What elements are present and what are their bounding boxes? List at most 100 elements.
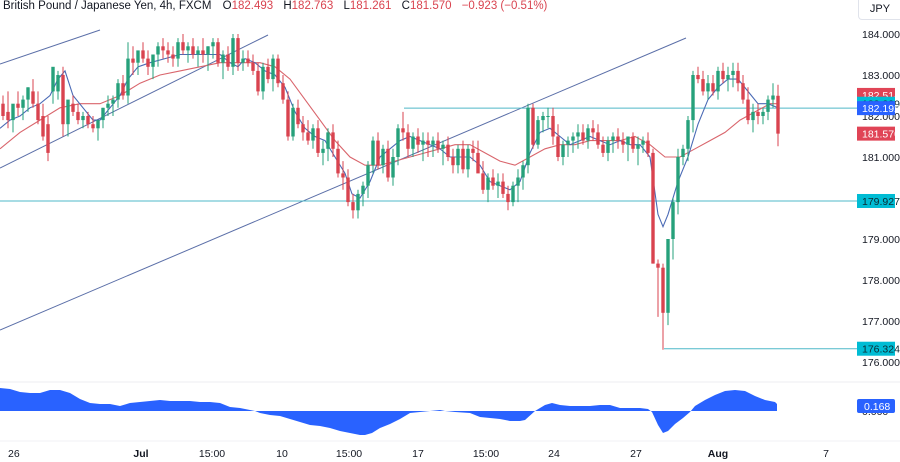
candle-body — [566, 140, 570, 145]
price-tag-label: 179.927 — [862, 196, 900, 208]
candle-body — [301, 124, 305, 133]
candle-body — [541, 116, 545, 121]
candle-body — [571, 136, 575, 141]
candle-body — [56, 75, 60, 92]
candle-body — [461, 148, 465, 170]
candle-body — [391, 157, 395, 178]
time-tick: 26 — [8, 448, 20, 460]
candle-body — [666, 239, 670, 313]
candle-body — [656, 263, 660, 268]
candle-body — [46, 124, 50, 153]
candle-body — [296, 107, 300, 125]
candle-body — [366, 165, 370, 186]
price-tags: 182.514182.299182.192181.570179.927176.3… — [857, 87, 900, 413]
oscillator-pane — [0, 388, 777, 435]
candle-body — [86, 116, 90, 125]
candle-body — [721, 70, 725, 80]
candle-body — [451, 157, 455, 166]
candle-body — [456, 148, 460, 166]
candle-body — [346, 177, 350, 203]
candle-body — [731, 70, 735, 75]
high-value: 182.763 — [291, 0, 334, 12]
close-value: 181.570 — [409, 0, 452, 12]
candle-body — [436, 140, 440, 149]
candle-body — [111, 99, 115, 104]
candle-body — [171, 54, 175, 59]
candle-body — [591, 128, 595, 133]
candle-body — [331, 132, 335, 149]
candle-body — [91, 124, 95, 129]
candle-body — [1, 103, 5, 116]
candle-body — [6, 111, 10, 121]
candle-body — [551, 116, 555, 137]
candle-body — [426, 140, 430, 145]
price-tick: 183.000 — [862, 70, 900, 82]
currency-button[interactable]: JPY — [858, 0, 900, 20]
time-tick: Aug — [708, 448, 728, 460]
oscillator-tag-label: 0.168 — [864, 401, 890, 413]
candle-body — [316, 128, 320, 153]
candle-body — [561, 144, 565, 157]
candle-body — [556, 136, 560, 157]
candle-body — [686, 120, 690, 149]
candle-body — [471, 148, 475, 153]
candle-body — [291, 107, 295, 137]
candle-body — [76, 111, 80, 121]
candle-body — [776, 95, 780, 134]
candle-body — [16, 103, 20, 108]
candle-body — [386, 148, 390, 178]
price-tick: 176.000 — [862, 357, 900, 369]
candle-body — [106, 103, 110, 108]
candle-body — [581, 132, 585, 141]
candle-body — [241, 58, 245, 63]
candle-body — [281, 83, 285, 100]
candle-body — [21, 99, 25, 108]
price-tick: 177.000 — [862, 316, 900, 328]
candle-body — [336, 148, 340, 174]
price-tick: 184.000 — [862, 29, 900, 41]
candle-body — [491, 177, 495, 186]
candle-body — [216, 42, 220, 63]
candle-body — [81, 116, 85, 121]
candle-body — [271, 58, 275, 80]
candle-body — [511, 185, 515, 203]
candle-body — [661, 267, 665, 313]
trendline[interactable] — [0, 29, 101, 65]
moving-average-slow — [0, 62, 778, 166]
candle-body — [126, 58, 130, 96]
candle-body — [631, 136, 635, 149]
candle-body — [611, 136, 615, 141]
candle-body — [476, 152, 480, 174]
candle-body — [446, 144, 450, 157]
candle-body — [626, 136, 630, 145]
time-tick: 15:00 — [473, 448, 499, 460]
low-label: L — [343, 0, 350, 12]
time-tick: 17 — [412, 448, 424, 460]
price-tag — [857, 101, 895, 116]
candle-body — [351, 202, 355, 211]
price-tag — [857, 193, 895, 208]
candle-body — [411, 136, 415, 149]
high-label: H — [283, 0, 292, 12]
candle-body — [151, 54, 155, 67]
symbol-title[interactable]: British Pound / Japanese Yen, 4h, FXCM — [3, 0, 212, 12]
horizontal-levels[interactable] — [0, 107, 858, 350]
candle-body — [401, 128, 405, 133]
candle-body — [131, 58, 135, 63]
candle-body — [261, 66, 265, 92]
low-value: 181.261 — [349, 0, 392, 12]
candle-body — [586, 128, 590, 141]
candle-body — [741, 83, 745, 100]
price-axis[interactable]: 184.000183.000182.000181.000179.000178.0… — [862, 29, 900, 418]
candle-body — [31, 91, 35, 104]
candle-body — [536, 120, 540, 145]
candle-body — [506, 193, 510, 203]
candle-body — [706, 83, 710, 92]
candle-body — [326, 132, 330, 149]
candle-body — [771, 95, 775, 100]
candle-body — [616, 136, 620, 141]
time-axis[interactable]: 26 Jul 15:00 10 15:00 17 15:00 24 27 Aug 7 — [8, 448, 829, 460]
change-value: −0.923 (−0.51%) — [461, 0, 548, 12]
oscillator-tag — [857, 399, 895, 413]
